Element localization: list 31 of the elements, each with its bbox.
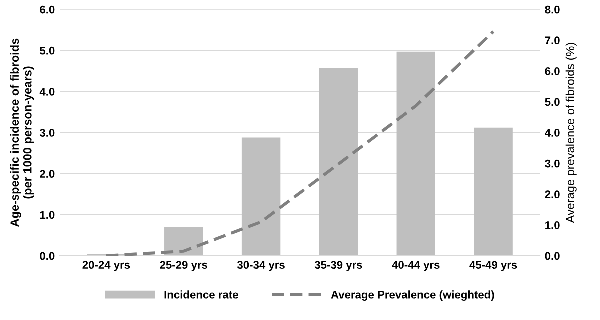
y2-tick-label: 8.0 [545, 6, 560, 14]
x-tick-label: 35-39 yrs [314, 261, 362, 272]
bar [474, 128, 513, 256]
x-tick-label: 30-34 yrs [237, 261, 285, 272]
x-tick-label: 40-44 yrs [392, 261, 440, 272]
x-tick-label: 45-49 yrs [470, 261, 518, 272]
y2-tick-label: 7.0 [545, 36, 560, 45]
x-tick-label: 20-24 yrs [82, 261, 130, 272]
y-tick-label: 2.0 [40, 170, 55, 178]
y2-tick-label: 0.0 [545, 252, 560, 260]
y-tick-label: 4.0 [40, 88, 55, 96]
y2-tick-label: 6.0 [545, 67, 560, 76]
legend-label: Average Prevalence (wieghted) [331, 290, 494, 302]
bar [396, 52, 436, 256]
y2-tick-label: 1.0 [546, 221, 560, 230]
line-series [104, 30, 496, 256]
y-tick-label: 0.0 [40, 252, 55, 260]
y2-tick-label: 3.0 [545, 160, 560, 168]
y2-axis-title: Average prevalence of fibroids (%) [566, 43, 577, 224]
legend-label: Incidence rate [164, 290, 238, 299]
bar [319, 68, 358, 256]
y-tick-label: 5.0 [40, 46, 55, 55]
y-axis-title: Age-specific incidence of fibroids (per 1000 person-years) [10, 38, 34, 227]
bar [242, 138, 281, 256]
y2-tick-label: 2.0 [545, 190, 560, 199]
y-tick-label: 6.0 [40, 6, 55, 14]
y-tick-label: 3.0 [40, 129, 55, 137]
y2-tick-label: 4.0 [545, 129, 560, 137]
y2-tick-label: 5.0 [545, 98, 560, 106]
y-tick-label: 1.0 [40, 211, 55, 220]
x-tick-label: 25-29 yrs [160, 261, 208, 272]
